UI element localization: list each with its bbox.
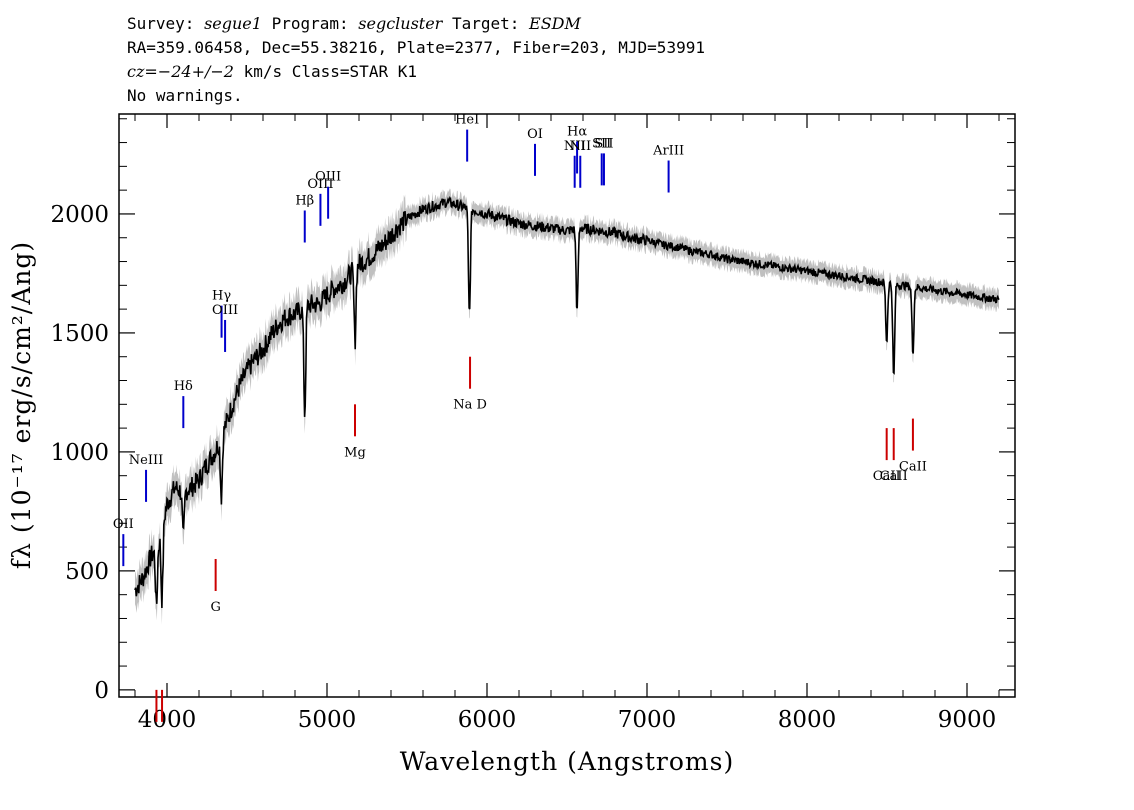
x-tick-label: 9000 — [938, 707, 997, 733]
redshift-line: cz=−24+/−2 km/s Class=STAR K1 — [127, 62, 417, 81]
y-tick-label: 500 — [65, 559, 109, 585]
y-axis-title: fλ (10⁻¹⁷ erg/s/cm²/Ang) — [7, 241, 36, 569]
absorption-line-label: CaII — [873, 469, 901, 484]
emission-line-label: SII — [594, 136, 613, 151]
error-band-area — [135, 188, 999, 625]
y-tick-label: 2000 — [50, 202, 109, 228]
x-tick-label: 4000 — [138, 707, 197, 733]
emission-line-label: NeIII — [129, 453, 163, 468]
warnings-line: No warnings. — [127, 86, 243, 105]
emission-line-label: OIII — [212, 303, 238, 318]
absorption-line-label: CaII — [899, 460, 927, 475]
emission-line-label: NII — [569, 139, 591, 154]
x-axis-title: Wavelength (Angstroms) — [400, 747, 734, 776]
flux-series — [134, 196, 1000, 609]
spectrum-header: Survey: segue1 Program: segcluster Targe… — [127, 12, 705, 108]
absorption-line-label: Na D — [453, 398, 487, 413]
emission-line-label: OII — [113, 517, 134, 532]
absorption-line-label: CaII — [880, 469, 908, 484]
emission-line-label: NII — [564, 139, 586, 154]
emission-line-label: OIII — [315, 170, 341, 185]
x-tick-label: 7000 — [618, 707, 677, 733]
y-tick-label: 1500 — [50, 321, 109, 347]
emission-line-label: Hδ — [174, 379, 193, 394]
flux-line — [134, 196, 1000, 609]
x-tick-label: 6000 — [458, 707, 517, 733]
emission-line-label: SII — [592, 136, 611, 151]
emission-line-label: OI — [527, 127, 543, 142]
plot-frame — [118, 113, 1016, 698]
emission-line-label: ArIII — [652, 144, 684, 159]
emission-line-label: HeI — [455, 113, 479, 128]
x-tick-label: 8000 — [778, 707, 837, 733]
emission-line-label: Hγ — [212, 289, 231, 304]
absorption-line-label: Mg — [344, 445, 366, 460]
coordinates-line: RA=359.06458, Dec=55.38216, Plate=2377, … — [127, 38, 705, 57]
emission-line-label: Hα — [567, 124, 587, 139]
axis-ticks: 4000 5000 6000 7000 8000 9000 0 500 1000 1500 2000 — [50, 114, 1015, 733]
emission-line-label: Hβ — [295, 193, 314, 208]
y-tick-label: 0 — [94, 678, 109, 704]
survey-line: Survey: segue1 Program: segcluster Targe… — [127, 14, 581, 33]
x-tick-label: 5000 — [298, 707, 357, 733]
absorption-line-label: G — [210, 600, 220, 615]
y-tick-label: 1000 — [50, 440, 109, 466]
error-band — [135, 188, 999, 625]
emission-line-label: OIII — [307, 177, 333, 192]
